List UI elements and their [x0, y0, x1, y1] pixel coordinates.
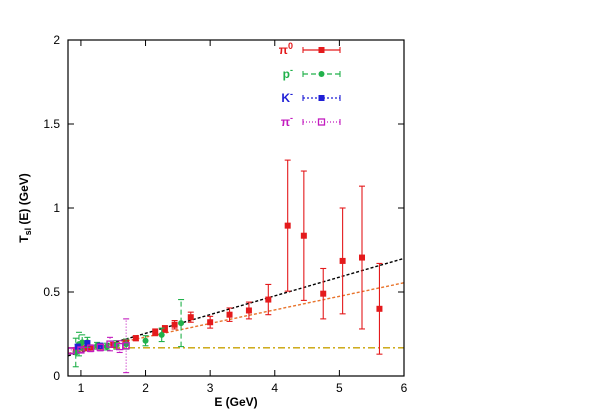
legend-label: π-: [281, 113, 293, 129]
data-point: [86, 344, 95, 352]
data-point: [226, 311, 233, 318]
axis-ticks: 1 2 3 4 5 6 0 0.5 1 1.5 2: [43, 33, 407, 395]
y-tick-label: 1: [53, 201, 60, 215]
y-tick-label: 2: [53, 33, 60, 47]
legend-label-superscript: -: [290, 65, 293, 75]
series-3: [67, 318, 130, 374]
data-point: [161, 325, 168, 332]
data-point: [245, 307, 252, 314]
data-point: [87, 344, 94, 351]
data-point: [132, 335, 139, 342]
legend-marker: [318, 47, 325, 53]
legend-marker: [318, 71, 325, 77]
legend-label: p-: [283, 65, 293, 81]
data-point: [122, 342, 130, 350]
data-point: [84, 340, 91, 347]
data-point: [376, 305, 383, 312]
data-point: [158, 331, 165, 338]
legend-label-main: π: [281, 115, 290, 129]
data-point: [96, 343, 104, 352]
legend-marker: [318, 95, 325, 101]
fit-line: [67, 257, 405, 357]
data-point: [79, 339, 86, 346]
data-point: [300, 232, 307, 239]
data-point: [339, 257, 346, 264]
legend-label: K-: [281, 89, 293, 105]
data-point: [106, 340, 114, 348]
data-point: [320, 290, 327, 297]
y-tick-label: 1.5: [43, 117, 60, 131]
data-point: [284, 222, 291, 229]
x-tick-label: 2: [142, 381, 149, 395]
legend-label-superscript: -: [290, 89, 293, 99]
data-point: [178, 320, 185, 327]
series-0: [72, 159, 383, 355]
data-series: [67, 159, 383, 374]
legend-label-main: p: [283, 67, 290, 81]
data-point: [142, 337, 149, 344]
legend-entry: π0: [279, 41, 341, 57]
legend-entry: K-: [281, 89, 341, 105]
y-tick-label: 0: [53, 369, 60, 383]
legend: π0p-K-π-: [279, 41, 341, 129]
data-point: [97, 342, 104, 349]
x-tick-label: 3: [207, 381, 214, 395]
x-tick-label: 5: [336, 381, 343, 395]
legend-entry: π-: [281, 113, 341, 129]
legend-entry: p-: [283, 65, 341, 81]
legend-label-main: π: [279, 43, 288, 57]
x-tick-label: 4: [271, 381, 278, 395]
x-axis-label: E (GeV): [214, 395, 257, 409]
data-point: [359, 254, 365, 261]
data-point: [77, 346, 85, 354]
legend-label-main: K: [281, 91, 290, 105]
data-point: [265, 296, 272, 303]
legend-label-superscript: -: [290, 113, 293, 123]
y-axis-label-tail: (E) (GeV): [17, 173, 31, 228]
y-axis-label: Tsl (E) (GeV): [17, 173, 33, 243]
legend-label: π0: [279, 41, 293, 57]
legend-label-superscript: 0: [288, 41, 293, 51]
data-point: [171, 321, 178, 328]
legend-marker: [317, 118, 326, 126]
data-point: [152, 329, 159, 336]
data-point: [187, 314, 194, 321]
data-point: [207, 319, 214, 326]
x-tick-label: 1: [78, 381, 85, 395]
y-axis-label-subscript: sl: [23, 228, 33, 236]
y-tick-label: 0.5: [43, 285, 60, 299]
plot-frame: [67, 39, 405, 377]
y-axis-label-main: T: [17, 235, 31, 243]
x-tick-label: 6: [401, 381, 408, 395]
